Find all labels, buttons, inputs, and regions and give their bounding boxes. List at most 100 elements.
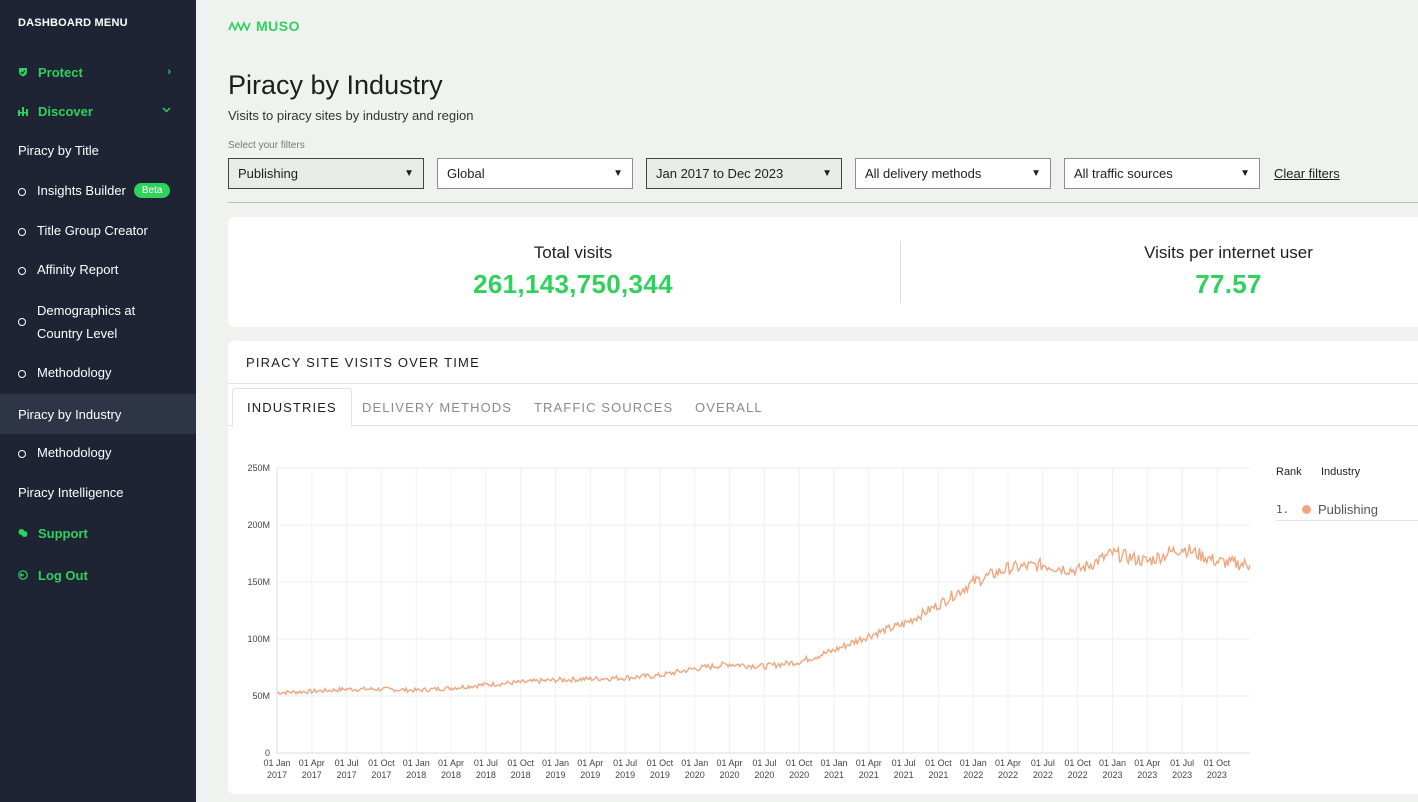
sidebar-item-log-out[interactable]: Log Out — [0, 565, 196, 585]
x-tick-label: 2021 — [894, 770, 914, 780]
chart-tabs: INDUSTRIES DELIVERY METHODS TRAFFIC SOUR… — [228, 383, 1418, 427]
x-tick-label: 2017 — [337, 770, 357, 780]
sidebar-item-methodology-title[interactable]: Methodology — [0, 362, 196, 383]
sidebar-item-piracy-by-industry[interactable]: Piracy by Industry — [0, 394, 196, 434]
tab-industries[interactable]: INDUSTRIES — [232, 388, 352, 427]
sidebar-item-label: Discover — [38, 103, 93, 119]
x-tick-label: 2023 — [1172, 770, 1192, 780]
sidebar-heading: DASHBOARD MENU — [18, 17, 128, 29]
sidebar-item-support[interactable]: Support — [0, 523, 196, 543]
sidebar-item-discover[interactable]: Discover — [0, 101, 196, 121]
x-tick-label: 2017 — [267, 770, 287, 780]
x-tick-label: 01 Apr — [1134, 758, 1160, 768]
sidebar-item-label: Insights Builder — [37, 183, 126, 198]
chart-card: PIRACY SITE VISITS OVER TIME INDUSTRIES … — [228, 341, 1418, 794]
shield-icon — [19, 68, 27, 77]
x-tick-label: 01 Apr — [577, 758, 603, 768]
x-tick-label: 2022 — [1068, 770, 1088, 780]
legend-item[interactable]: 1. Publishing — [1276, 499, 1418, 521]
label-line: Country Level — [37, 326, 118, 341]
clear-filters-link[interactable]: Clear filters — [1274, 166, 1340, 181]
sidebar-item-label: Piracy by Industry — [18, 406, 122, 422]
x-tick-label: 01 Jan — [1099, 758, 1126, 768]
brand-name: MUSO — [256, 18, 300, 34]
x-tick-label: 2023 — [1137, 770, 1157, 780]
x-tick-label: 2022 — [963, 770, 983, 780]
sidebar-item-protect[interactable]: Protect › — [0, 62, 196, 82]
bar-chart-icon — [18, 107, 28, 116]
sidebar-item-label: Piracy Intelligence — [18, 485, 124, 500]
logout-icon — [18, 570, 28, 580]
stat-value: 261,143,750,344 — [473, 269, 673, 299]
x-tick-label: 2018 — [441, 770, 461, 780]
x-tick-label: 01 Jan — [403, 758, 430, 768]
filters-label: Select your filters — [228, 140, 305, 151]
sidebar-item-demographics[interactable]: Demographics at Country Level — [0, 299, 196, 343]
page-subtitle: Visits to piracy sites by industry and r… — [228, 108, 474, 123]
caret-down-icon: ▼ — [822, 168, 832, 179]
delivery-method-select[interactable]: All delivery methods ▼ — [855, 158, 1051, 189]
x-tick-label: 2019 — [615, 770, 635, 780]
x-tick-label: 01 Jul — [474, 758, 498, 768]
sidebar-item-methodology-industry[interactable]: Methodology — [0, 442, 196, 463]
legend-label: Publishing — [1318, 502, 1378, 517]
date-range-select[interactable]: Jan 2017 to Dec 2023 ▼ — [646, 158, 842, 189]
x-tick-label: 2020 — [789, 770, 809, 780]
traffic-source-select[interactable]: All traffic sources ▼ — [1064, 158, 1260, 189]
legend-rank: 1. — [1276, 503, 1290, 516]
sidebar-item-insights-builder[interactable]: Insights Builder Beta — [0, 180, 196, 201]
sidebar-item-title-group-creator[interactable]: Title Group Creator — [0, 220, 196, 241]
select-value: Jan 2017 to Dec 2023 — [656, 166, 784, 181]
x-tick-label: 2020 — [720, 770, 740, 780]
chart-section-title: PIRACY SITE VISITS OVER TIME — [246, 355, 480, 370]
x-tick-label: 01 Jan — [263, 758, 290, 768]
industry-select[interactable]: Publishing ▼ — [228, 158, 424, 189]
tab-delivery-methods[interactable]: DELIVERY METHODS — [362, 400, 513, 415]
y-tick-label: 100M — [247, 634, 270, 644]
muso-logo[interactable]: MUSO — [228, 18, 300, 34]
x-tick-label: 2018 — [476, 770, 496, 780]
page-title: Piracy by Industry — [228, 70, 443, 100]
region-select[interactable]: Global ▼ — [437, 158, 633, 189]
sidebar-item-label: Affinity Report — [37, 262, 119, 277]
sidebar-item-label: Protect — [38, 64, 83, 80]
sidebar-item-piracy-intelligence[interactable]: Piracy Intelligence — [0, 482, 196, 503]
sidebar-item-label: Methodology — [37, 445, 112, 460]
x-tick-label: 2021 — [859, 770, 879, 780]
x-tick-label: 01 Jan — [960, 758, 987, 768]
caret-down-icon: ▼ — [1031, 168, 1041, 179]
stat-value: 77.57 — [1195, 269, 1262, 299]
x-tick-label: 01 Apr — [717, 758, 743, 768]
legend-industry-header: Industry — [1321, 466, 1361, 478]
tab-traffic-sources[interactable]: TRAFFIC SOURCES — [534, 400, 674, 415]
x-tick-label: 01 Jul — [1170, 758, 1194, 768]
sidebar-item-piracy-by-title[interactable]: Piracy by Title — [0, 140, 196, 161]
x-tick-label: 01 Jan — [542, 758, 569, 768]
x-tick-label: 01 Jan — [820, 758, 847, 768]
total-visits-stat: Total visits 261,143,750,344 — [228, 217, 918, 327]
legend-swatch — [1302, 505, 1311, 514]
y-tick-label: 50M — [252, 691, 270, 701]
stats-card: Total visits 261,143,750,344 Visits per … — [228, 217, 1418, 327]
x-tick-label: 2019 — [650, 770, 670, 780]
x-tick-label: 2021 — [928, 770, 948, 780]
x-tick-label: 01 Oct — [647, 758, 674, 768]
y-tick-label: 0 — [265, 748, 270, 758]
sidebar-item-affinity-report[interactable]: Affinity Report — [0, 259, 196, 280]
select-value: All delivery methods — [865, 166, 982, 181]
x-tick-label: 2023 — [1102, 770, 1122, 780]
x-tick-label: 2018 — [511, 770, 531, 780]
x-tick-label: 01 Oct — [507, 758, 534, 768]
x-tick-label: 2019 — [580, 770, 600, 780]
x-tick-label: 2023 — [1207, 770, 1227, 780]
x-tick-label: 01 Apr — [438, 758, 464, 768]
x-tick-label: 01 Oct — [786, 758, 813, 768]
x-tick-label: 2022 — [998, 770, 1018, 780]
label-line: Demographics at — [37, 303, 136, 318]
x-tick-label: 2018 — [406, 770, 426, 780]
x-tick-label: 01 Jul — [613, 758, 637, 768]
x-tick-label: 01 Jan — [681, 758, 708, 768]
tab-overall[interactable]: OVERALL — [695, 400, 763, 415]
y-tick-label: 250M — [247, 463, 270, 473]
visits-per-user-stat: Visits per internet user 77.57 — [901, 217, 1418, 327]
